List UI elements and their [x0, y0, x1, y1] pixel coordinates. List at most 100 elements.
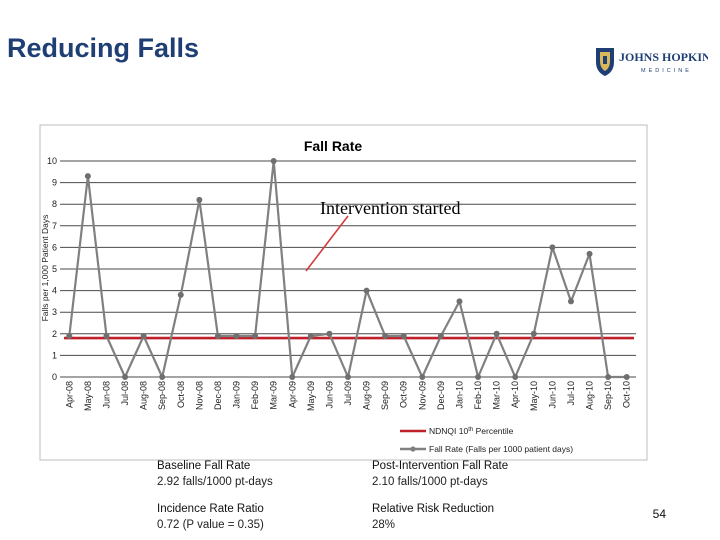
data-point-Sep-09 [382, 332, 389, 339]
x-tick-label-Jan-09: Jan-09 [232, 381, 242, 409]
data-point-May-10 [530, 330, 537, 337]
x-tick-label-Dec-09: Dec-09 [436, 381, 446, 410]
x-tick-label-Mar-09: Mar-09 [269, 381, 279, 410]
x-tick-label-Sep-10: Sep-10 [603, 381, 613, 410]
x-tick-label-May-08: May-08 [83, 381, 93, 411]
data-point-Apr-10 [512, 374, 519, 380]
x-tick-label-Jun-09: Jun-09 [324, 381, 334, 409]
y-tick-label-4: 4 [52, 286, 57, 296]
data-point-Dec-08 [214, 332, 221, 339]
data-point-Aug-10 [586, 250, 593, 257]
data-point-Jul-08 [122, 374, 129, 380]
x-tick-label-Jan-10: Jan-10 [454, 381, 464, 409]
y-tick-label-3: 3 [52, 307, 57, 317]
data-point-May-08 [84, 173, 91, 180]
data-point-Oct-08 [177, 291, 184, 298]
data-point-Mar-09 [270, 158, 277, 164]
slide-title: Reducing Falls [7, 33, 200, 63]
x-tick-label-May-10: May-10 [529, 381, 539, 411]
legend-marker-fall-rate [410, 446, 416, 452]
post-rate-label: Post-Intervention Fall Rate [372, 460, 509, 472]
x-tick-label-Oct-10: Oct-10 [622, 381, 632, 408]
x-tick-label-Oct-08: Oct-08 [176, 381, 186, 408]
x-tick-label-Apr-10: Apr-10 [510, 381, 520, 408]
y-tick-label-2: 2 [52, 329, 57, 339]
x-tick-label-Jun-08: Jun-08 [101, 381, 111, 409]
data-point-Feb-09 [252, 332, 259, 339]
data-point-Aug-09 [363, 287, 370, 294]
legend-label-fall-rate: Fall Rate (Falls per 1000 patient days) [429, 444, 573, 454]
legend-label-ndnqi: NDNQI 10th Percentile [429, 426, 514, 436]
x-tick-label-Feb-09: Feb-09 [250, 381, 260, 410]
y-tick-label-8: 8 [52, 199, 57, 209]
logo-text-main: JOHNS HOPKINS [619, 50, 708, 64]
x-tick-label-Dec-08: Dec-08 [213, 381, 223, 410]
x-tick-label-Apr-08: Apr-08 [64, 381, 74, 408]
data-point-Jul-10 [567, 298, 574, 305]
y-tick-label-0: 0 [52, 372, 57, 382]
data-point-Sep-10 [605, 374, 612, 380]
data-point-Apr-08 [66, 332, 73, 339]
y-tick-label-6: 6 [52, 242, 57, 252]
x-tick-label-Feb-10: Feb-10 [473, 381, 483, 410]
x-tick-labels: Apr-08 May-08 Jun-08 Jul-08 Aug-08 Sep-08 Oct-… [64, 381, 631, 411]
rrr-value: 28% [372, 519, 396, 531]
x-tick-label-Sep-08: Sep-08 [157, 381, 167, 410]
page-number: 54 [652, 507, 666, 521]
y-tick-label-7: 7 [52, 221, 57, 231]
chart-title: Fall Rate [304, 138, 363, 154]
data-point-Sep-08 [159, 374, 166, 380]
annotation: Intervention started [305, 198, 460, 272]
logo-text-sub: MEDICINE [641, 68, 692, 74]
x-tick-label-Jul-10: Jul-10 [566, 381, 576, 406]
y-tick-label-10: 10 [47, 156, 57, 166]
data-point-Nov-09 [419, 374, 426, 380]
x-tick-label-Nov-09: Nov-09 [417, 381, 427, 410]
johns-hopkins-logo: JOHNS HOPKINS MEDICINE [596, 48, 708, 76]
rrr-label: Relative Risk Reduction [372, 503, 495, 515]
data-point-Nov-08 [196, 196, 203, 203]
data-point-Jan-10 [456, 298, 463, 305]
annotation-text: Intervention started [320, 198, 460, 218]
data-point-Jun-09 [326, 330, 333, 337]
y-tick-label-5: 5 [52, 264, 57, 274]
y-tick-label-9: 9 [52, 178, 57, 188]
legend: NDNQI 10th Percentile Fall Rate (Falls p… [400, 426, 573, 454]
data-point-Oct-09 [400, 332, 407, 339]
data-point-Jun-08 [103, 332, 110, 339]
data-point-Oct-10 [623, 374, 630, 380]
data-point-Apr-09 [289, 374, 296, 380]
chart-frame [39, 124, 648, 461]
x-tick-label-Jul-09: Jul-09 [343, 381, 353, 406]
data-point-Jul-09 [345, 374, 351, 380]
irr-value: 0.72 (P value = 0.35) [157, 519, 264, 531]
baseline-rate-label: Baseline Fall Rate [157, 460, 251, 472]
x-tick-label-Aug-10: Aug-10 [585, 381, 595, 410]
y-tick-labels: 0 1 2 3 4 5 6 7 8 9 10 [47, 156, 57, 382]
data-point-Dec-09 [437, 332, 444, 339]
data-point-Mar-10 [493, 330, 500, 337]
x-tick-label-Sep-09: Sep-09 [380, 381, 390, 410]
x-tick-label-Oct-09: Oct-09 [399, 381, 409, 408]
x-tick-label-May-09: May-09 [306, 381, 316, 411]
x-tick-label-Aug-08: Aug-08 [139, 381, 149, 410]
data-point-Jun-10 [549, 244, 556, 251]
data-point-Jan-09 [233, 332, 240, 339]
x-tick-label-Mar-10: Mar-10 [492, 381, 502, 410]
x-tick-label-Jun-10: Jun-10 [547, 381, 557, 409]
data-point-Aug-08 [140, 332, 147, 339]
x-tick-label-Nov-08: Nov-08 [194, 381, 204, 410]
series [64, 158, 634, 380]
x-tick-label-Aug-09: Aug-09 [362, 381, 372, 410]
annotation-arrow [305, 215, 349, 272]
y-axis-label: Falls per 1,000 Patient Days [40, 215, 50, 322]
data-point-Feb-10 [475, 374, 482, 380]
y-tick-label-1: 1 [52, 350, 57, 360]
post-rate-value: 2.10 falls/1000 pt-days [372, 476, 488, 488]
x-tick-label-Jul-08: Jul-08 [120, 381, 130, 406]
grid [60, 160, 636, 378]
baseline-rate-value: 2.92 falls/1000 pt-days [157, 476, 273, 488]
x-tick-label-Apr-09: Apr-09 [287, 381, 297, 408]
irr-label: Incidence Rate Ratio [157, 503, 264, 515]
